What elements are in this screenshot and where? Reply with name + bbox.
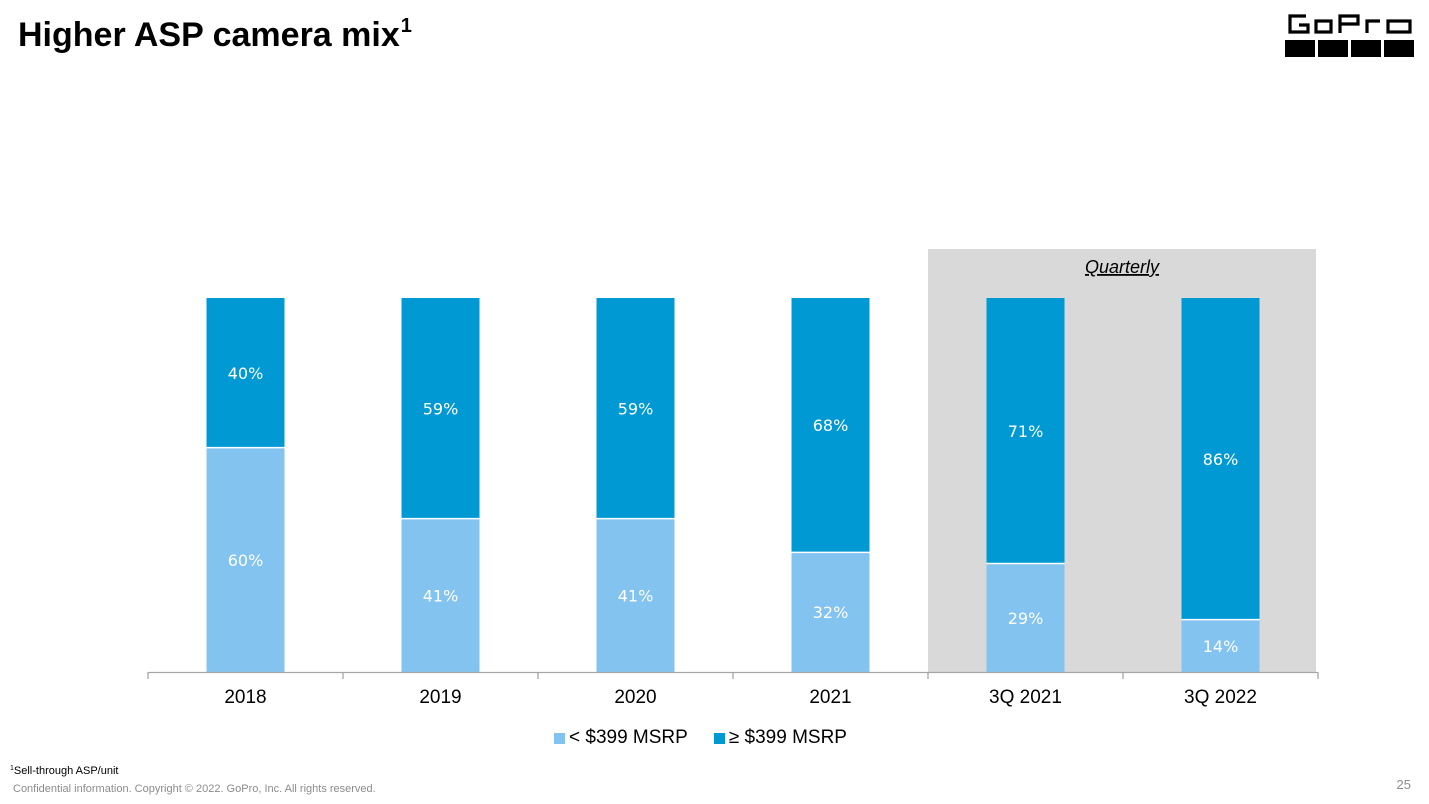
chart-legend: < $399 MSRP ≥ $399 MSRP	[554, 727, 873, 749]
page-number: 25	[1396, 777, 1411, 792]
x-tick-label-2019: 2019	[419, 687, 461, 708]
data-label-3q-2022-series-1: 86%	[1203, 450, 1239, 469]
bar-2021-series-1	[791, 298, 870, 553]
footnote-marker: 1	[10, 765, 14, 772]
data-label-2021-series-1: 68%	[813, 416, 849, 435]
x-tick-label-2018: 2018	[224, 687, 266, 708]
bar-3q-2021-series-1	[986, 298, 1065, 564]
data-label-3q-2022-series-0: 14%	[1203, 637, 1239, 656]
bar-2019-series-1	[401, 298, 480, 519]
slide-title-text: Higher ASP camera mix	[18, 16, 400, 54]
bar-2021-series-0	[791, 552, 870, 672]
data-label-2020-series-0: 41%	[618, 586, 654, 605]
confidential-notice: Confidential information. Copyright © 20…	[13, 783, 376, 795]
title-footnote-marker: 1	[400, 15, 412, 37]
bar-2019-series-0	[401, 518, 480, 672]
data-label-2018-series-1: 40%	[228, 364, 264, 383]
data-label-2019-series-0: 41%	[423, 586, 459, 605]
bar-2018-series-0	[206, 447, 285, 672]
x-tick-label-2020: 2020	[614, 687, 656, 708]
bar-2020-series-0	[596, 518, 675, 672]
legend-item-above-399: ≥ $399 MSRP	[713, 727, 847, 749]
gopro-logo	[1285, 14, 1414, 57]
slide-title: Higher ASP camera mix1	[18, 14, 412, 56]
footnote: 1Sell-through ASP/unit	[10, 765, 118, 777]
data-label-2021-series-0: 32%	[813, 603, 849, 622]
legend-swatch-above-399	[713, 732, 725, 744]
data-label-2019-series-1: 59%	[423, 399, 459, 418]
legend-label-below-399: < $399 MSRP	[569, 727, 688, 748]
bar-3q-2022-series-1	[1181, 298, 1260, 620]
x-tick-label-3q-2022: 3Q 2022	[1184, 687, 1257, 708]
bar-3q-2022-series-0	[1181, 619, 1260, 672]
footnote-text: Sell-through ASP/unit	[13, 765, 119, 777]
bar-2020-series-1	[596, 298, 675, 519]
data-label-3q-2021-series-1: 71%	[1008, 422, 1044, 441]
x-tick-label-3q-2021: 3Q 2021	[989, 687, 1062, 708]
legend-item-below-399: < $399 MSRP	[554, 727, 688, 749]
x-tick-label-2021: 2021	[809, 687, 851, 708]
data-label-3q-2021-series-0: 29%	[1008, 609, 1044, 628]
quarterly-annotation-label: Quarterly	[1085, 257, 1160, 277]
data-label-2018-series-0: 60%	[228, 551, 264, 570]
bar-3q-2021-series-0	[986, 563, 1065, 672]
legend-label-above-399: ≥ $399 MSRP	[728, 727, 847, 748]
legend-swatch-below-399	[554, 732, 565, 744]
data-label-2020-series-1: 59%	[618, 399, 654, 418]
bar-2018-series-1	[206, 298, 285, 448]
